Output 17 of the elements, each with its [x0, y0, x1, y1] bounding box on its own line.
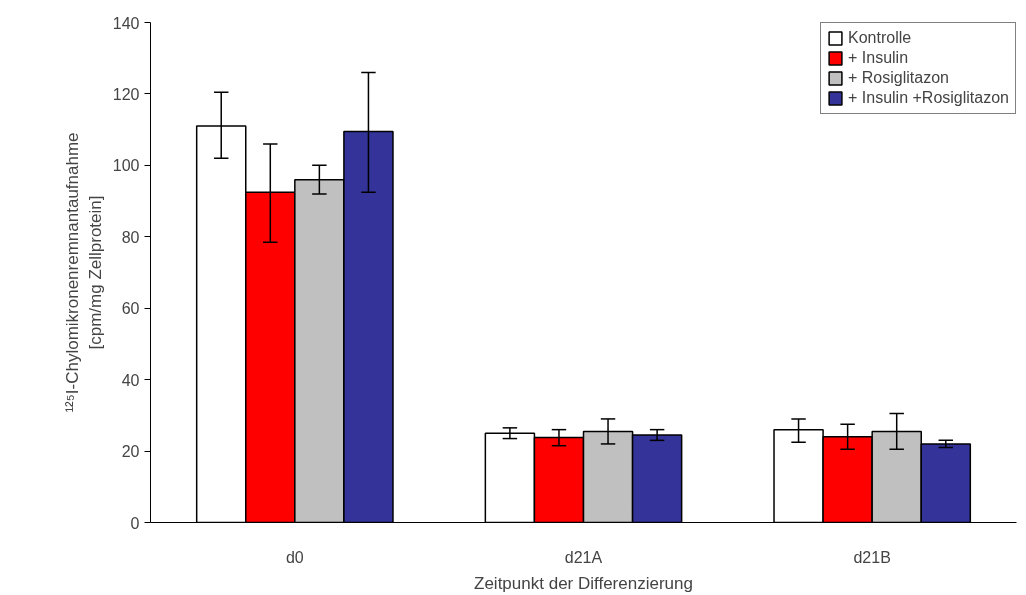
- y-tick-label: 40: [121, 371, 140, 389]
- legend-label: + Rosiglitazon: [848, 69, 949, 87]
- y-tick-label: 60: [121, 300, 140, 318]
- y-tick-label: 0: [130, 514, 140, 532]
- x-tick-label: d21A: [564, 548, 603, 566]
- legend-label: Kontrolle: [848, 29, 912, 47]
- legend-label: + Insulin +Rosiglitazon: [848, 89, 1009, 107]
- y-tick-label: 100: [112, 157, 140, 175]
- y-axis-title: ¹²⁵I-Chylomikronenremnantaufnahme [cpm/mg Zellprotein]: [63, 132, 105, 413]
- y-tick-label: 140: [112, 14, 140, 32]
- y-tick-label: 80: [121, 228, 140, 246]
- x-tick-label: d0: [285, 548, 304, 566]
- x-tick-label: d21B: [853, 548, 891, 566]
- y-tick-label: 120: [112, 85, 140, 103]
- x-axis-title: Zeitpunkt der Differenzierung: [474, 573, 693, 593]
- legend-label: + Insulin: [848, 49, 909, 67]
- y-tick-label: 20: [121, 443, 140, 461]
